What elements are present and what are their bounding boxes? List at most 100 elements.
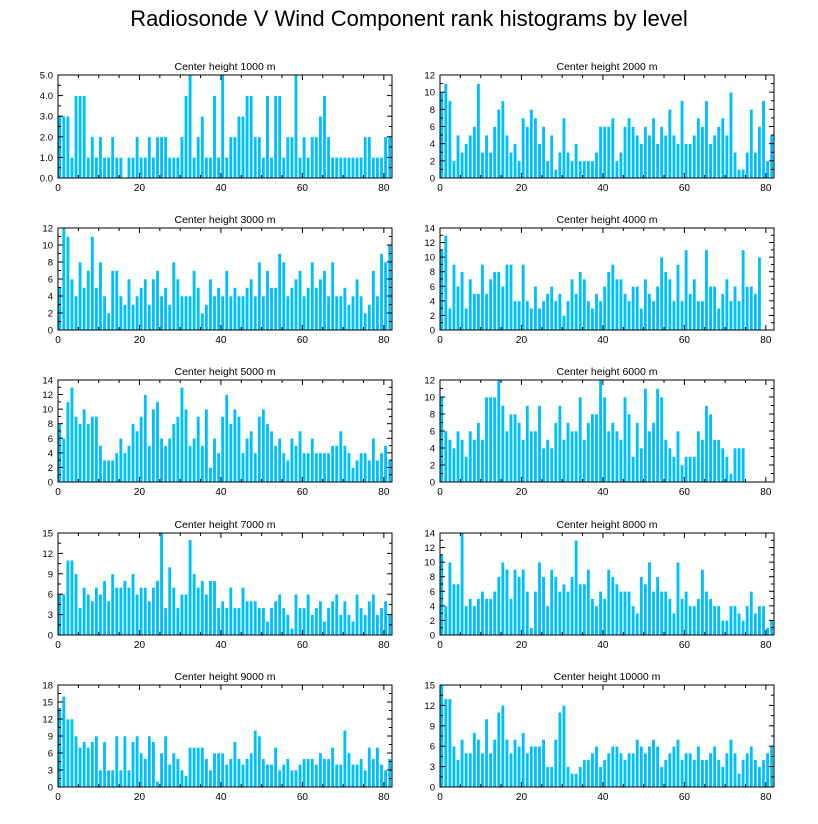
histogram-bar	[655, 388, 660, 483]
histogram-bar	[565, 422, 571, 483]
histogram-bar	[293, 278, 299, 331]
histogram-bar	[667, 447, 672, 483]
histogram-bar	[508, 598, 514, 636]
histogram-bar	[102, 295, 107, 331]
histogram-bar	[749, 590, 754, 636]
histogram-bar	[285, 136, 290, 179]
histogram-bar	[253, 452, 258, 483]
histogram-bar	[553, 169, 558, 179]
histogram-bar	[692, 456, 697, 483]
histogram-bar	[443, 430, 448, 483]
histogram-bar	[622, 759, 628, 788]
histogram-bar	[334, 157, 339, 179]
histogram-bar	[529, 745, 534, 788]
histogram-bar	[118, 295, 123, 331]
x-tick-label: 40	[215, 183, 227, 194]
histogram-bar	[549, 569, 554, 636]
y-tick-label: 12	[424, 543, 435, 554]
histogram-bar	[472, 439, 477, 483]
histogram-bar	[61, 696, 66, 788]
panel-title: Center height 2000 m	[557, 61, 658, 73]
histogram-bar	[196, 136, 201, 179]
histogram-bar	[476, 83, 481, 179]
histogram-bar	[455, 583, 461, 636]
histogram-bar	[269, 430, 274, 483]
histogram-bar	[476, 422, 481, 483]
histogram-bar	[598, 126, 603, 179]
histogram-bar	[500, 285, 505, 331]
histogram-bar	[618, 752, 623, 788]
histogram-bar	[232, 287, 237, 331]
histogram-bar	[586, 160, 591, 179]
histogram-bar	[712, 134, 717, 179]
histogram-bar	[541, 447, 546, 483]
histogram-bar	[704, 590, 709, 636]
histogram-bar	[451, 583, 456, 636]
histogram-bar	[561, 315, 566, 331]
x-tick-label: 0	[55, 335, 61, 346]
histogram-bar	[643, 278, 648, 331]
histogram-bar	[684, 752, 689, 788]
histogram-bar	[484, 718, 489, 788]
x-tick-label: 40	[597, 335, 609, 346]
histogram-bar	[557, 151, 562, 179]
histogram-bar	[228, 758, 233, 788]
histogram-bar	[322, 95, 327, 179]
y-tick-label: 10	[42, 405, 53, 416]
y-tick-label: 0	[430, 326, 435, 337]
histogram-bar	[700, 126, 705, 179]
histogram-bar	[245, 758, 250, 788]
histogram-bar	[126, 278, 132, 331]
histogram-bar	[578, 160, 583, 179]
histogram-bar	[183, 408, 189, 483]
histogram-bar	[371, 157, 376, 179]
histogram-bar	[480, 439, 485, 483]
histogram-bar	[622, 126, 628, 179]
histogram-bar	[484, 598, 489, 636]
histogram-bar	[590, 307, 595, 331]
histogram-bar	[529, 430, 534, 483]
histogram-bar	[651, 590, 656, 636]
histogram-bar	[131, 423, 136, 483]
histogram-bar	[757, 256, 762, 331]
histogram-bar	[737, 447, 742, 483]
histogram-bar	[692, 605, 697, 636]
histogram-bar	[90, 600, 95, 636]
histogram-bar	[220, 600, 225, 636]
histogram-bar	[574, 143, 579, 179]
histogram-bar	[513, 413, 518, 483]
histogram-bar	[545, 766, 550, 788]
histogram-bar	[277, 437, 282, 483]
histogram-bar	[135, 430, 140, 483]
histogram-bar	[334, 445, 339, 483]
histogram-bar	[720, 293, 725, 331]
histogram-bar	[480, 151, 485, 179]
histogram-bar	[159, 437, 164, 483]
y-tick-label: 0	[48, 478, 53, 489]
histogram-bar	[289, 136, 294, 179]
histogram-bar	[306, 593, 311, 636]
x-tick-label: 60	[679, 335, 691, 346]
histogram-bar	[285, 758, 290, 788]
histogram-bar	[208, 769, 213, 788]
y-tick-label: 0	[430, 174, 435, 185]
histogram-bar	[451, 745, 456, 788]
histogram-bar	[500, 561, 505, 636]
histogram-bar	[659, 590, 664, 636]
histogram-bar	[464, 752, 469, 788]
histogram-bar	[712, 745, 717, 788]
histogram-bar	[131, 304, 136, 331]
panel-title: Center height 3000 m	[175, 214, 276, 226]
histogram-bar	[118, 587, 123, 636]
histogram-bar	[65, 236, 70, 331]
histogram-bar	[151, 157, 156, 179]
histogram-bar	[700, 300, 705, 331]
histogram-bar	[265, 95, 270, 179]
histogram-bar	[183, 593, 189, 636]
histogram-bar	[342, 287, 347, 331]
histogram-bar	[314, 136, 319, 179]
y-tick-label: 10	[42, 241, 53, 252]
histogram-bar	[175, 758, 180, 788]
histogram-bar	[659, 396, 664, 483]
histogram-bar	[224, 394, 229, 483]
